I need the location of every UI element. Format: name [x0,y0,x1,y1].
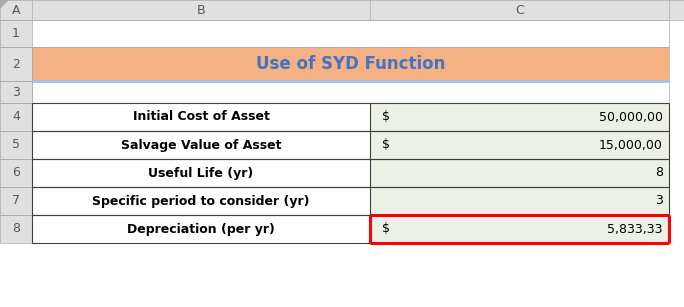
Bar [0,131,32,159]
Bar [370,215,669,243]
Bar [0,0,684,20]
Text: 5: 5 [12,138,20,151]
Bar [32,159,370,187]
Text: 3: 3 [12,86,20,99]
Text: 7: 7 [12,195,20,208]
Text: Use of SYD Function: Use of SYD Function [256,55,445,73]
Text: $: $ [382,111,390,123]
Bar [32,215,370,243]
Text: B: B [197,3,205,17]
Text: 8: 8 [655,166,663,180]
Bar [0,215,32,243]
Text: $: $ [382,138,390,151]
Text: $: $ [382,223,390,235]
Text: 2: 2 [12,57,20,71]
Bar [32,81,669,103]
Bar [370,187,669,215]
Bar [0,159,32,187]
Bar [0,103,32,131]
Text: 50,000,00: 50,000,00 [599,111,663,123]
Text: Salvage Value of Asset: Salvage Value of Asset [121,138,281,151]
Text: 3: 3 [655,195,663,208]
Text: 6: 6 [12,166,20,180]
Bar [0,20,32,47]
Bar [32,131,370,159]
Bar [370,103,669,131]
Text: 1: 1 [12,27,20,40]
Text: Depreciation (per yr): Depreciation (per yr) [127,223,275,235]
Text: A: A [12,3,21,17]
Text: 5,833,33: 5,833,33 [607,223,663,235]
Text: 15,000,00: 15,000,00 [599,138,663,151]
Bar [32,187,370,215]
Bar [32,103,370,131]
Bar [0,47,32,81]
Text: Useful Life (yr): Useful Life (yr) [148,166,254,180]
Bar [0,81,32,103]
Bar [0,187,32,215]
Bar [370,159,669,187]
Bar [32,20,669,47]
Text: 4: 4 [12,111,20,123]
Text: Specific period to consider (yr): Specific period to consider (yr) [92,195,310,208]
Text: Initial Cost of Asset: Initial Cost of Asset [133,111,269,123]
Bar [32,47,669,81]
Bar [370,131,669,159]
Text: 8: 8 [12,223,20,235]
Polygon shape [0,0,8,8]
Text: C: C [515,3,524,17]
